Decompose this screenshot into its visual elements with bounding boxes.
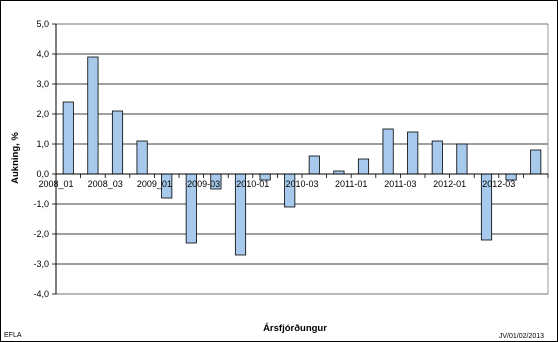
y-tick-label: -3,0 — [33, 259, 49, 269]
y-tick-label: 2,0 — [36, 109, 49, 119]
x-axis-title: Ársfjórðungur — [263, 323, 327, 334]
footer-left-note: EFLA — [4, 332, 22, 339]
y-tick-label: -4,0 — [33, 289, 49, 299]
x-tick-label: 2010-03 — [285, 179, 318, 189]
x-tick-label: 2011-03 — [384, 179, 416, 189]
bar-2012-04 — [530, 149, 542, 175]
bar-2011-02 — [382, 128, 394, 175]
bar-2011-04 — [431, 140, 443, 175]
bar-2010-03 — [308, 155, 320, 175]
plot-area — [55, 23, 549, 295]
y-tick-label: 4,0 — [36, 49, 49, 59]
y-tick-label: -2,0 — [33, 229, 49, 239]
gridlines — [56, 23, 548, 295]
x-tick-label: 2010-01 — [236, 179, 269, 189]
y-tick-label: 0,0 — [36, 169, 49, 179]
y-tick-label: 5,0 — [36, 19, 49, 29]
bar-2011-03 — [407, 131, 419, 175]
bar-series — [62, 56, 542, 256]
y-tick-label: 1,0 — [36, 139, 49, 149]
tick-labels: 5,0 4,0 3,0 2,0 1,0 0,0 -1,0 -2,0 -3,0 -4,0 2008_0… — [33, 19, 515, 299]
footer-right-note: JV/01/02/2013 — [499, 333, 544, 340]
y-tick-label: -1,0 — [33, 199, 49, 209]
x-tick-label: 2008_03 — [88, 179, 123, 189]
x-tick-label: 2008_01 — [38, 179, 73, 189]
x-tick-label: 2009-03 — [187, 179, 220, 189]
bar-2012-01 — [456, 143, 468, 175]
bar-2008_02 — [87, 56, 99, 175]
x-tick-label: 2012-03 — [482, 179, 515, 189]
bar-2011-01 — [357, 158, 370, 175]
bar-2008_03 — [111, 110, 124, 175]
y-tick-label: 3,0 — [36, 79, 49, 89]
x-tick-label: 2012-01 — [433, 179, 466, 189]
x-tick-label: 2011-01 — [335, 179, 367, 189]
x-tick-label: 2009_01 — [137, 179, 172, 189]
y-axis-title: Aukning, % — [10, 132, 21, 184]
bar-2008_04 — [136, 140, 148, 175]
bar-2008_01 — [62, 101, 74, 175]
axes — [52, 23, 549, 295]
